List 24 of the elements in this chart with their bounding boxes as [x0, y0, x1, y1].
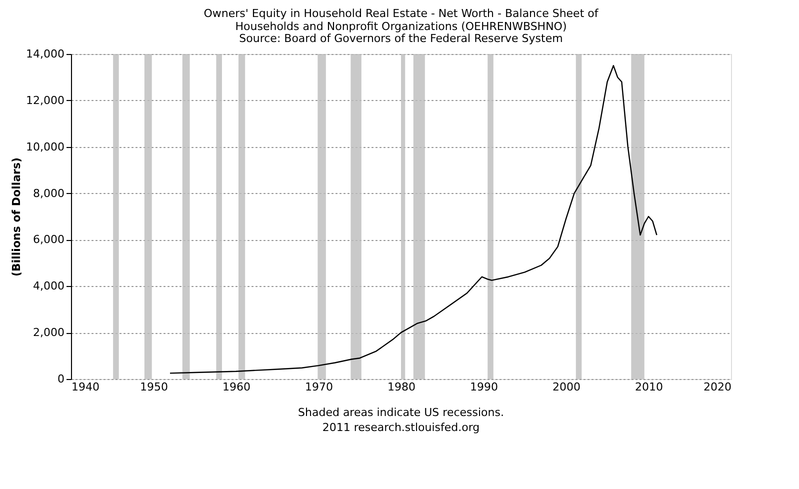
text: Shaded areas indicate US recessions.: [298, 406, 504, 419]
text: Owners' Equity in Household Real Estate - Net Worth - Balance Sheet of: [204, 7, 598, 20]
y-tick-label: 14,000: [26, 48, 64, 60]
y-tick-label: 6,000: [33, 233, 64, 246]
x-tick-label: 1990: [470, 380, 498, 394]
x-tick-label: 1970: [305, 380, 333, 394]
text: 2011 research.stlouisfed.org: [322, 421, 480, 434]
x-tick-label: 2020: [704, 380, 732, 394]
x-tick-label: 2000: [552, 380, 580, 394]
y-tick-label: 12,000: [26, 94, 64, 107]
y-axis-title: (Billions of Dollars): [10, 157, 24, 277]
y-tick-label: 8,000: [33, 186, 64, 200]
text: Households and Nonprofit Organizations (OEHRENWBSHNO): [235, 20, 567, 33]
chart-subtitle: Source: Board of Governors of the Federal Reserve System: [239, 32, 563, 45]
y-tick-label: 10,000: [26, 140, 64, 154]
x-tick-label: 1950: [140, 380, 168, 394]
x-tick-label: 1980: [388, 380, 416, 394]
x-tick-label: 1960: [222, 380, 250, 394]
y-tick-label: 2,000: [33, 326, 64, 340]
line-series: [169, 65, 658, 374]
y-tick-label: 0: [58, 372, 64, 386]
y-tick-label: 4,000: [33, 280, 64, 293]
x-tick-label: 1940: [72, 380, 100, 394]
x-tick-label: 2010: [635, 380, 663, 394]
